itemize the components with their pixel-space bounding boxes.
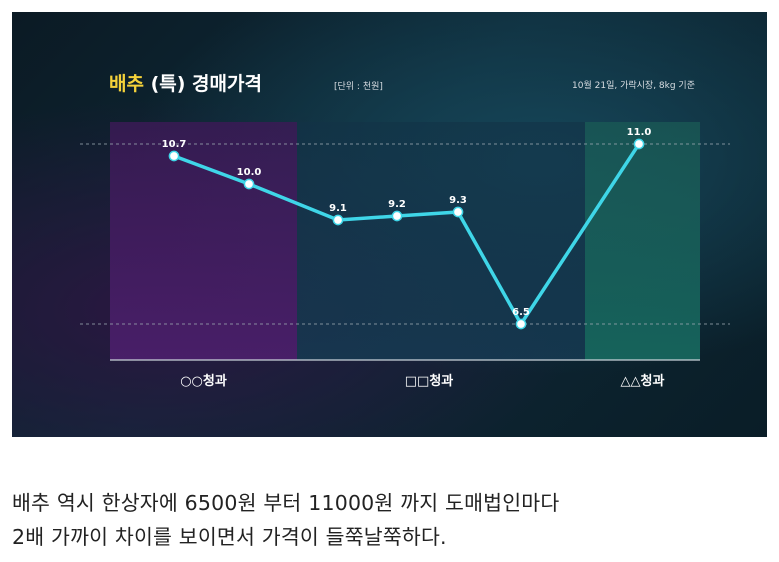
line-chart: 10.7 10.0 9.1 9.2 9.3 6.5 11.0 ○○청과 □□청과 △△청과 — [80, 122, 730, 389]
chart-title-rest: (특) 경매가격 — [143, 73, 262, 95]
data-point-1 — [168, 150, 180, 162]
group-band-3 — [585, 122, 700, 360]
data-label-4: 9.2 — [388, 199, 406, 210]
data-label-1: 10.7 — [162, 139, 187, 150]
data-point-6 — [515, 318, 527, 330]
data-label-2: 10.0 — [237, 167, 262, 178]
chart-note: 10월 21일, 가락시장, 8kg 기준 — [572, 81, 695, 91]
data-point-4 — [391, 210, 403, 222]
data-label-5: 9.3 — [449, 195, 467, 206]
group-label-1: ○○청과 — [180, 373, 227, 389]
group-band-1 — [110, 122, 297, 360]
data-point-2 — [243, 178, 255, 190]
chart-panel: 10.7 10.0 9.1 9.2 9.3 6.5 11.0 ○○청과 □□청과 △△청과 배추 … — [12, 12, 767, 437]
data-label-6: 6.5 — [512, 307, 530, 318]
caption: 배추 역시 한상자에 6500원 부터 11000원 까지 도매법인마다 2배 … — [12, 486, 772, 554]
data-point-3 — [332, 214, 344, 226]
unit-label: [단위 : 천원] — [334, 82, 383, 92]
data-point-5 — [452, 206, 464, 218]
data-point-7 — [633, 138, 645, 150]
chart-title-accent: 배추 — [109, 73, 144, 95]
caption-line-1: 배추 역시 한상자에 6500원 부터 11000원 까지 도매법인마다 — [12, 491, 560, 515]
chart-title: 배추 (특) 경매가격 — [109, 69, 262, 96]
data-label-7: 11.0 — [627, 127, 652, 138]
group-label-2: □□청과 — [405, 373, 454, 389]
group-label-3: △△청과 — [621, 373, 665, 389]
group-band-2 — [297, 122, 585, 360]
data-label-3: 9.1 — [329, 203, 347, 214]
caption-line-2: 2배 가까이 차이를 보이면서 가격이 들쭉날쭉하다. — [12, 525, 447, 549]
